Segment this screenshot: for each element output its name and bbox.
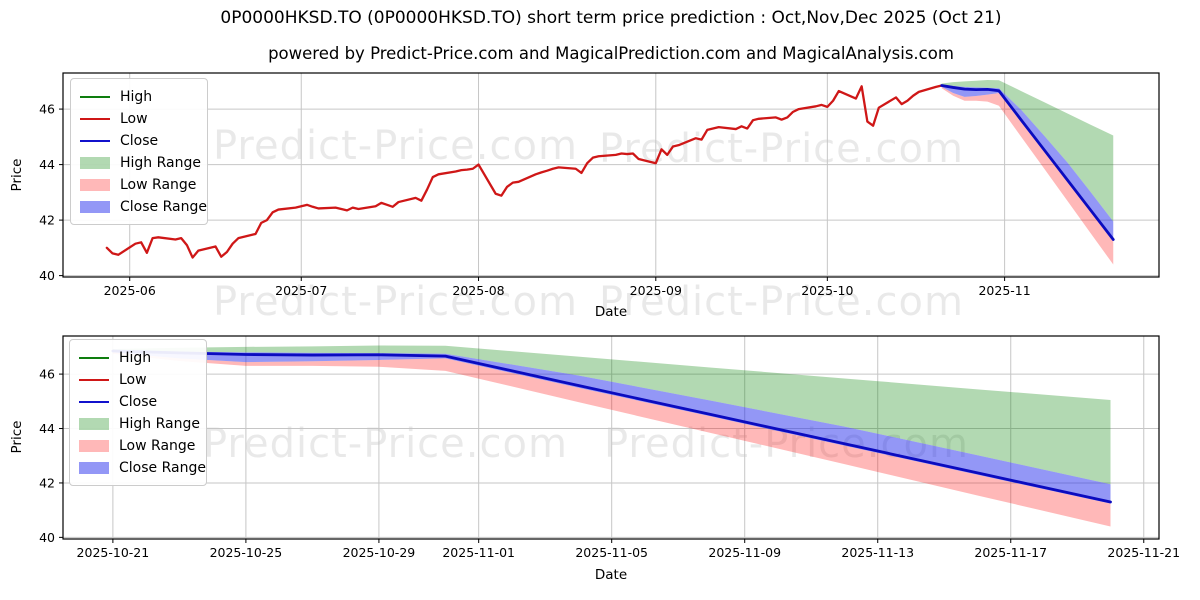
legend-item-high: High <box>79 347 197 369</box>
y-tick-label: 44 <box>39 421 55 436</box>
legend-item-close: Close <box>80 130 198 152</box>
legend-item-high-range: High Range <box>79 413 200 435</box>
y-tick-label: 40 <box>39 268 55 283</box>
page-title: 0P0000HKSD.TO (0P0000HKSD.TO) short term… <box>220 8 1002 28</box>
x-tick-label: 2025-10-21 <box>77 545 150 560</box>
bottom-chart-legend: High Low Close High Range Low Range Close Ran… <box>69 339 207 486</box>
low-range-swatch <box>79 440 109 452</box>
chart-forecast-detail: 2025-10-21 2025-10-25 2025-10-29 2025-11-01… <box>39 335 1180 560</box>
x-tick-label: 2025-11-01 <box>442 545 515 560</box>
x-tick-label: 2025-11 <box>978 283 1030 298</box>
x-tick-label: 2025-11-05 <box>575 545 648 560</box>
y-tick-label: 42 <box>39 475 55 490</box>
legend-label: Low Range <box>119 438 196 454</box>
close-swatch <box>79 401 109 403</box>
x-tick-label: 2025-07 <box>275 283 327 298</box>
high-range-band <box>941 79 1114 222</box>
legend-item-low-range: Low Range <box>80 174 198 196</box>
close-swatch <box>80 140 110 142</box>
high-swatch <box>79 357 109 359</box>
y-tick-label: 40 <box>39 530 55 545</box>
legend-label: High <box>120 89 153 105</box>
bottom-chart-xlabel: Date <box>594 567 628 583</box>
legend-label: Low Range <box>120 177 197 193</box>
high-range-swatch <box>79 418 109 430</box>
close-line <box>111 349 1112 504</box>
top-chart-xlabel: Date <box>594 304 628 320</box>
close-line <box>940 84 1115 241</box>
legend-label: High <box>119 350 152 366</box>
x-tick-label: 2025-06 <box>104 283 156 298</box>
top-chart-ylabel: Price <box>9 158 25 192</box>
high-range-swatch <box>80 157 110 169</box>
legend-label: Low <box>119 372 147 388</box>
x-tick-label: 2025-10-25 <box>210 545 283 560</box>
legend-item-close: Close <box>79 391 197 413</box>
legend-item-low-range: Low Range <box>79 435 197 457</box>
y-tick-label: 46 <box>39 367 55 382</box>
chart-overview: 2025-06 2025-07 2025-08 2025-09 2025-10 2025-… <box>39 72 1160 298</box>
page-subtitle: powered by Predict-Price.com and Magical… <box>268 44 954 63</box>
y-tick-label: 46 <box>39 102 55 117</box>
top-chart-legend: High Low Close High Range Low Range Close Ran… <box>70 78 208 225</box>
bottom-chart-ylabel: Price <box>9 420 25 454</box>
y-tick-label: 42 <box>39 213 55 228</box>
plot-frame <box>62 72 1160 278</box>
legend-label: Low <box>120 111 148 127</box>
x-tick-label: 2025-10-29 <box>343 545 416 560</box>
legend-label: Close Range <box>119 460 206 476</box>
legend-item-low: Low <box>79 369 197 391</box>
legend-label: High Range <box>120 155 201 171</box>
low-line <box>105 84 943 259</box>
plot-frame <box>62 335 1160 540</box>
x-tick-label: 2025-11-09 <box>708 545 781 560</box>
high-range-band <box>112 345 1111 485</box>
x-tick-label: 2025-08 <box>452 283 504 298</box>
x-tick-label: 2025-10 <box>801 283 853 298</box>
close-range-swatch <box>79 462 109 474</box>
x-tick-label: 2025-11-17 <box>974 545 1047 560</box>
legend-item-close-range: Close Range <box>80 196 207 218</box>
legend-label: Close Range <box>120 199 207 215</box>
low-swatch <box>80 118 110 120</box>
legend-item-high: High <box>80 86 198 108</box>
legend-label: Close <box>120 133 159 149</box>
low-range-swatch <box>80 179 110 191</box>
low-swatch <box>79 379 109 381</box>
legend-item-low: Low <box>80 108 198 130</box>
legend-label: Close <box>119 394 158 410</box>
x-tick-label: 2025-09 <box>630 283 682 298</box>
x-tick-label: 2025-11-21 <box>1107 545 1180 560</box>
x-tick-label: 2025-11-13 <box>841 545 914 560</box>
high-swatch <box>80 96 110 98</box>
y-tick-label: 44 <box>39 157 55 172</box>
legend-item-high-range: High Range <box>80 152 201 174</box>
legend-label: High Range <box>119 416 200 432</box>
close-range-swatch <box>80 201 110 213</box>
legend-item-close-range: Close Range <box>79 457 206 479</box>
